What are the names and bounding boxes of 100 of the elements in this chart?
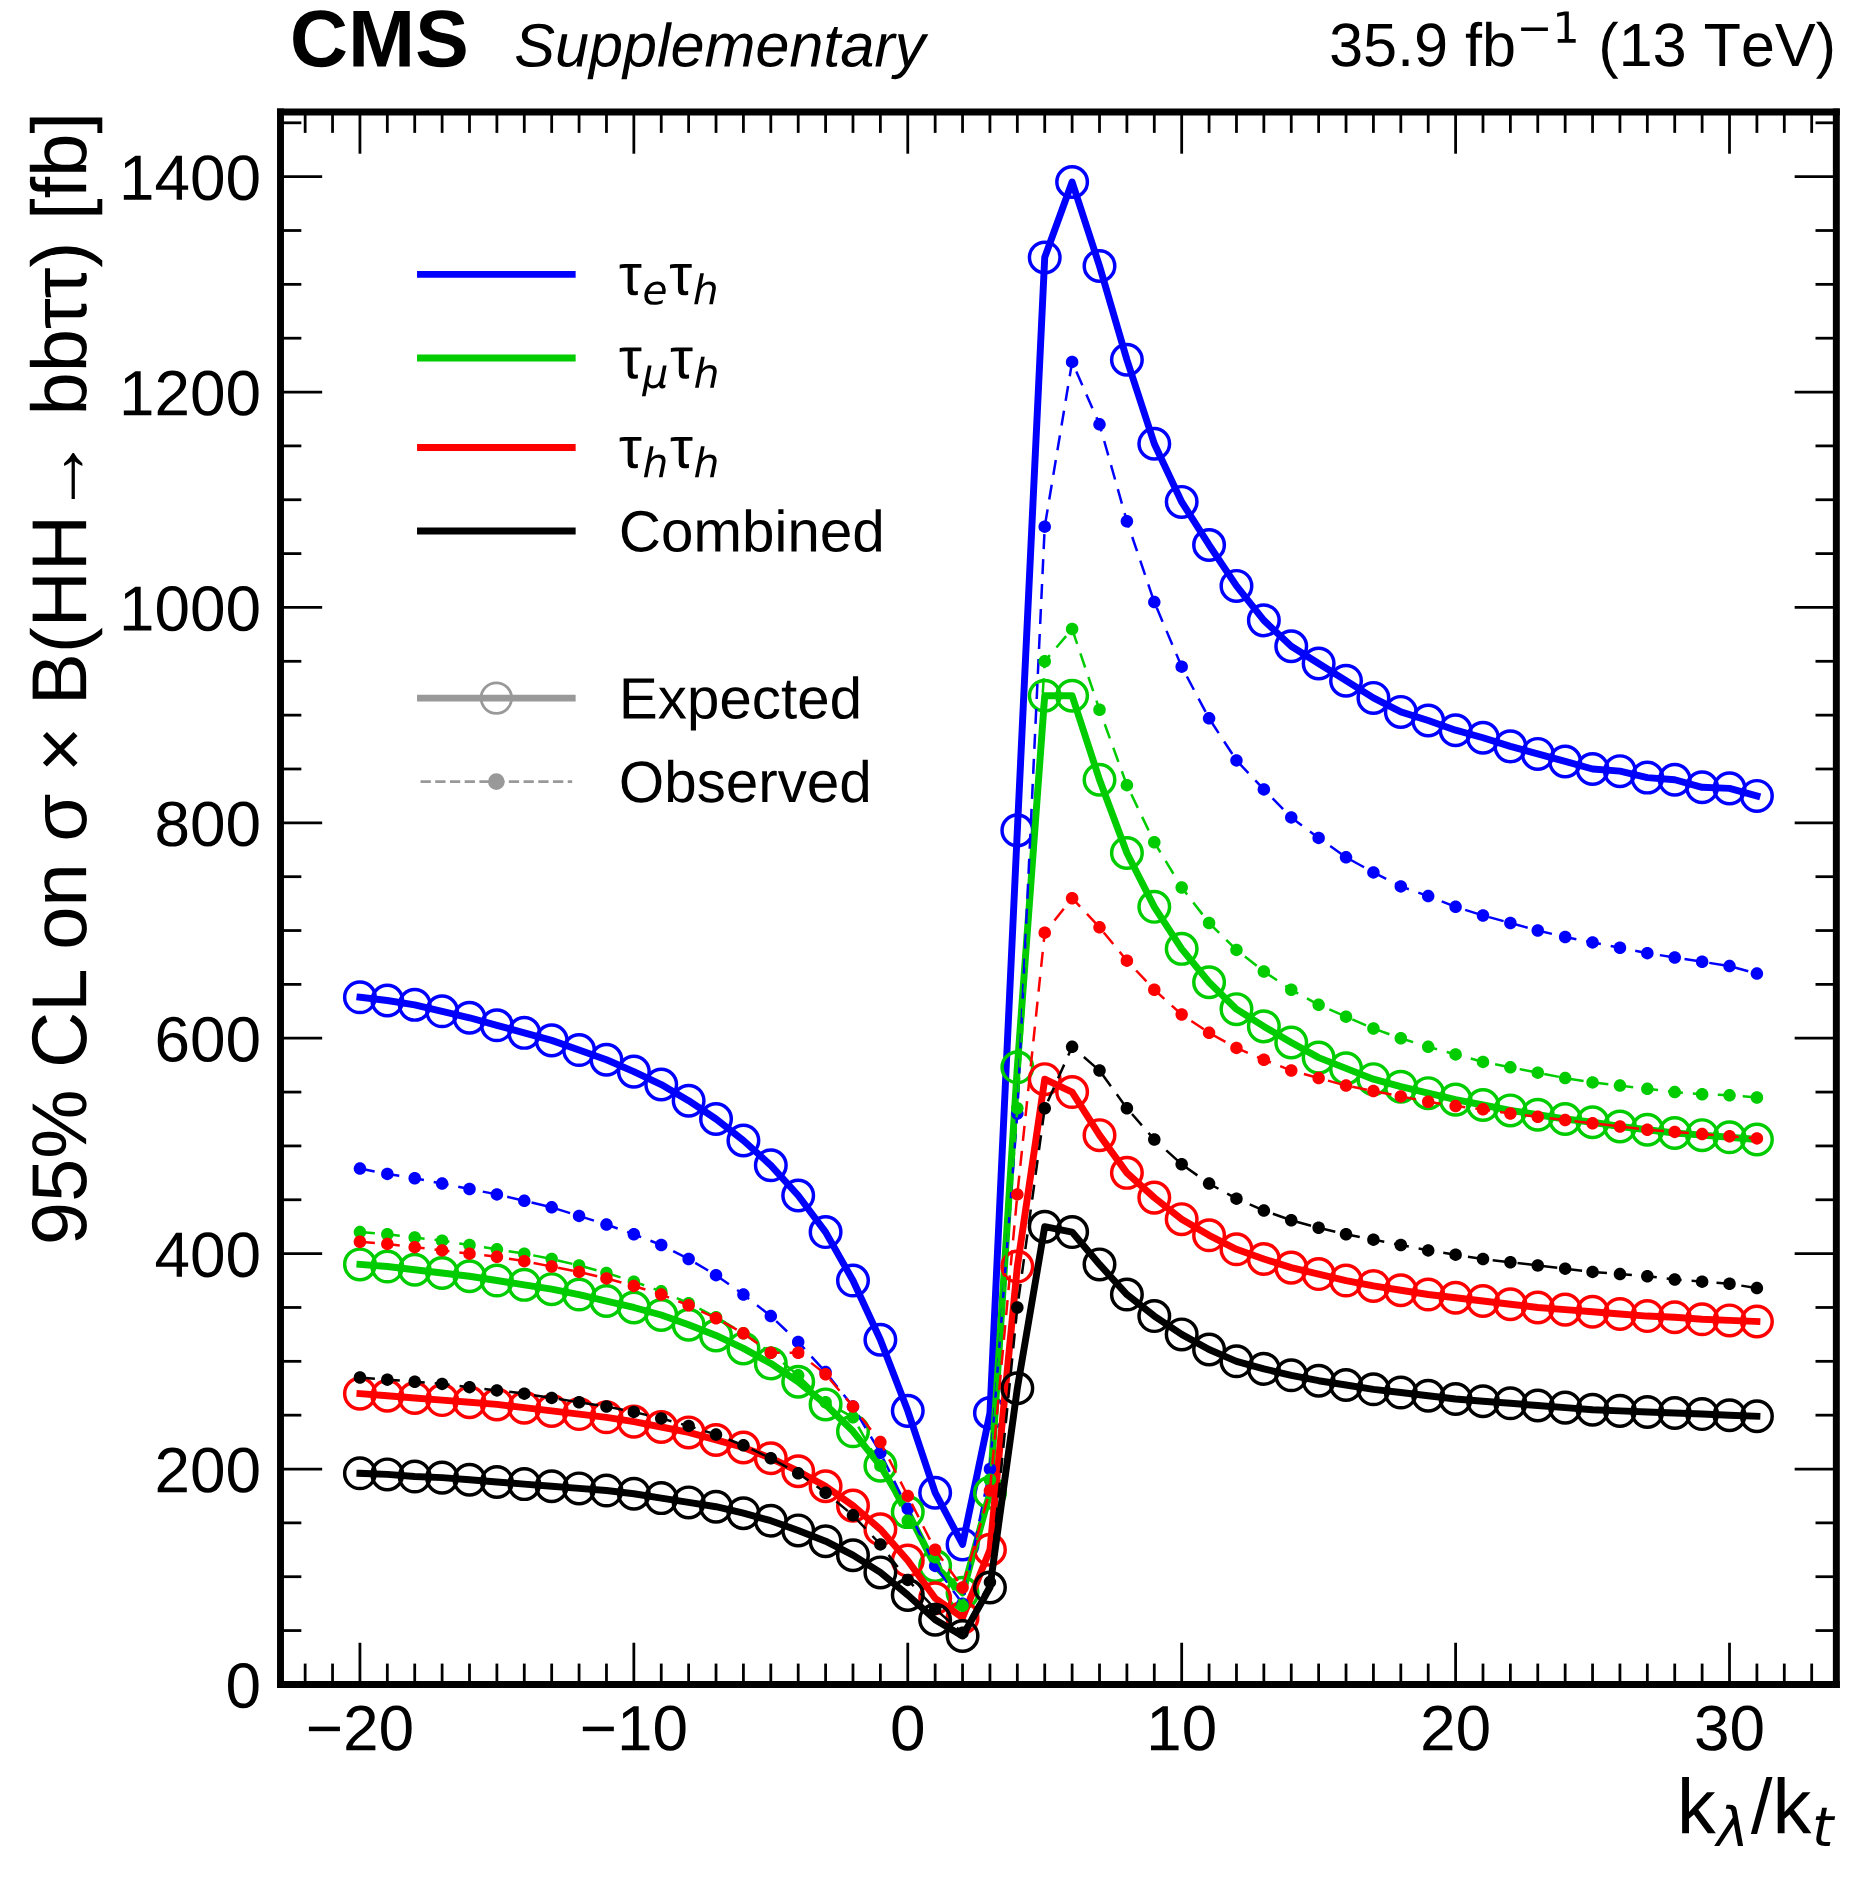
point [397, 1380, 432, 1415]
point [452, 1385, 487, 1420]
point [1531, 924, 1545, 937]
point [972, 1570, 1007, 1605]
point [753, 1346, 788, 1381]
point [1230, 754, 1243, 767]
point [600, 1218, 613, 1231]
point [846, 1509, 860, 1522]
point [863, 1322, 898, 1357]
point [425, 1460, 460, 1495]
point [1476, 1055, 1490, 1069]
point [753, 1503, 788, 1538]
point [1739, 1122, 1774, 1157]
point [1586, 1076, 1599, 1089]
point [1548, 1390, 1583, 1425]
y-tick-label: 200 [157, 1447, 259, 1493]
point [699, 1489, 734, 1524]
point [1449, 1048, 1462, 1061]
point [644, 1481, 679, 1516]
point [1164, 484, 1199, 519]
point [1192, 527, 1227, 562]
point [534, 1023, 569, 1058]
point [589, 1042, 624, 1077]
point [1065, 622, 1079, 636]
point [1120, 1101, 1134, 1115]
point [1685, 1118, 1720, 1153]
point [507, 1267, 542, 1302]
text: 35.9 fb$^{−1}$ (13 TeV) [1331, 11, 1833, 79]
point [1038, 655, 1051, 668]
point [808, 1524, 843, 1559]
point [1504, 1061, 1517, 1074]
point [874, 1538, 887, 1551]
point [1695, 955, 1709, 969]
point [699, 1318, 734, 1353]
point [671, 1415, 706, 1450]
point [1312, 998, 1325, 1012]
point [381, 1373, 394, 1386]
point [1082, 762, 1117, 797]
point [1394, 1090, 1408, 1103]
point [1548, 1101, 1583, 1137]
point [397, 987, 432, 1022]
point [1082, 1118, 1117, 1153]
point [1476, 909, 1490, 922]
legend-label: Combined [621, 509, 881, 553]
point [545, 1391, 558, 1405]
point [435, 1244, 449, 1257]
y-tick-label: 1400 [123, 155, 259, 201]
point [1175, 1008, 1188, 1021]
point [1219, 1344, 1254, 1379]
point [1148, 595, 1161, 609]
point [1257, 783, 1271, 796]
point [644, 1067, 679, 1102]
point [518, 1194, 531, 1208]
point [353, 1162, 367, 1175]
point [1164, 931, 1199, 966]
point [654, 1412, 668, 1425]
point [1257, 1204, 1271, 1217]
point [1493, 1287, 1528, 1322]
point [1641, 946, 1654, 960]
point [1356, 680, 1391, 715]
point [753, 1148, 788, 1183]
point [1493, 1386, 1528, 1421]
point [545, 1201, 558, 1214]
legend-label: τ$_{e}$τ$_{h}$ [619, 263, 716, 305]
point [1339, 1079, 1353, 1092]
point [1602, 1393, 1637, 1428]
point [1394, 1031, 1408, 1045]
point [1575, 1105, 1610, 1140]
point [1602, 1109, 1637, 1144]
point [1657, 1300, 1692, 1335]
point [479, 1387, 514, 1422]
point [1164, 1202, 1199, 1237]
point [1712, 771, 1747, 806]
point [600, 1400, 613, 1413]
point [1274, 1025, 1309, 1060]
point [1202, 916, 1216, 930]
point [1274, 629, 1309, 664]
point [1641, 1269, 1654, 1283]
point [1011, 1301, 1024, 1314]
point [1027, 240, 1062, 275]
annotation: Expected [623, 676, 859, 731]
point [1465, 1283, 1500, 1319]
point [1465, 1087, 1500, 1123]
point [654, 1238, 668, 1252]
point [874, 1435, 887, 1449]
point [1613, 941, 1627, 955]
point [1356, 1372, 1391, 1407]
point [1192, 1332, 1227, 1367]
x-tick-label: 0 [892, 1705, 924, 1751]
point [589, 1283, 624, 1319]
point [1000, 1371, 1035, 1406]
point [945, 1618, 980, 1653]
point [901, 1489, 915, 1503]
point [1339, 851, 1353, 864]
point [518, 1387, 531, 1400]
point [1723, 1277, 1736, 1291]
point [781, 1364, 816, 1399]
point [1285, 983, 1298, 997]
point [1695, 1087, 1709, 1101]
point [370, 1457, 405, 1492]
